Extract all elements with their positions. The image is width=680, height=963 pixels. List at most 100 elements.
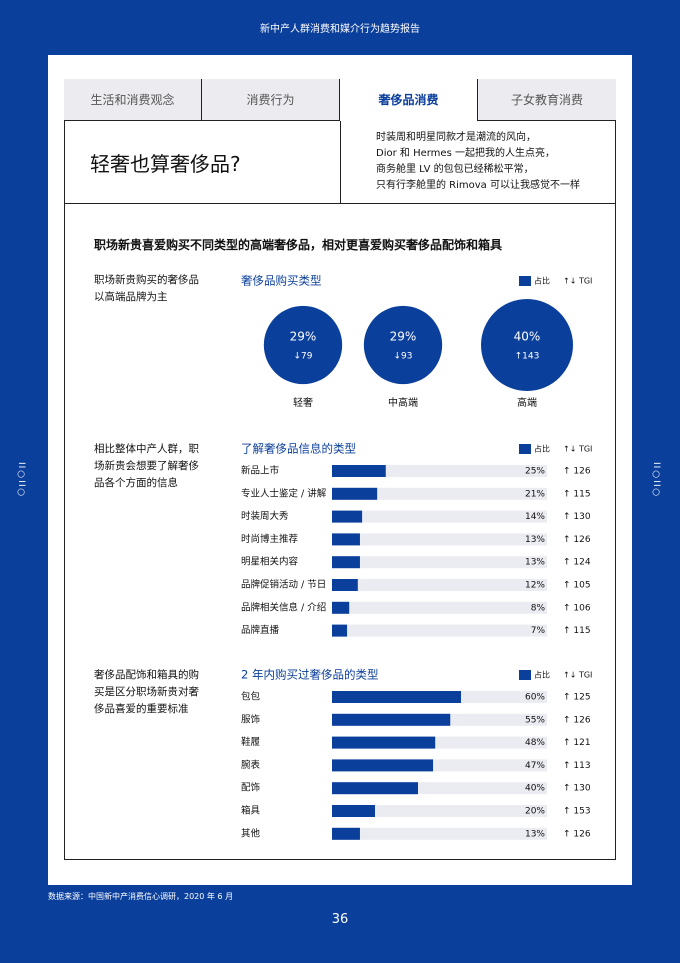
bar	[332, 465, 386, 477]
category-label: 配饰	[241, 782, 260, 794]
chart-title: 了解奢侈品信息的类型	[241, 442, 356, 456]
legend-swatch	[519, 670, 531, 680]
bar	[332, 713, 451, 726]
value-label: 40%	[525, 784, 545, 794]
category-label: 品牌直播	[241, 624, 280, 636]
side-mark: II○II○	[651, 462, 661, 499]
tgi-label: ↑ 153	[563, 807, 591, 817]
bar	[332, 782, 418, 795]
value-label: 13%	[525, 558, 545, 568]
bar	[332, 579, 358, 591]
value-label: 55%	[525, 715, 545, 725]
bar-track	[332, 624, 547, 637]
tgi-label: ↑ 130	[563, 784, 591, 794]
legend-label: 占比	[534, 670, 550, 680]
bar	[332, 759, 434, 772]
tgi-label: ↑ 115	[563, 626, 591, 636]
category-label: 箱具	[241, 805, 261, 817]
tab: 生活和消费观念	[64, 79, 202, 121]
bar	[332, 533, 360, 546]
chart-title: 2 年内购买过奢侈品的类型	[241, 668, 378, 682]
bar	[332, 510, 363, 523]
category-label: 高端	[517, 396, 537, 409]
bar	[332, 827, 360, 840]
bar-track	[332, 805, 547, 817]
headline: 职场新贵喜爱购买不同类型的高端奢侈品，相对更喜爱购买奢侈品配饰和箱具	[94, 238, 503, 252]
legend-swatch	[519, 276, 531, 286]
bar	[332, 624, 348, 637]
bar-track	[332, 601, 547, 614]
intro-title: 轻奢也算奢侈品?	[90, 152, 241, 176]
bar-track	[332, 533, 547, 546]
category-label: 轻奢	[293, 396, 313, 409]
category-label: 其他	[241, 827, 261, 839]
tgi-label: ↑ 115	[563, 489, 591, 499]
value-label: 25%	[525, 467, 545, 477]
intro-row	[64, 121, 616, 204]
bar	[332, 736, 436, 749]
tgi-label: ↑ 121	[563, 738, 591, 748]
value-label: 29%	[390, 330, 417, 344]
annotation: 奢侈品配饰和箱具的购买是区分职场新贵对奢侈品喜爱的重要标准	[94, 669, 199, 715]
legend-label: ↑↓ TGI	[563, 671, 592, 680]
legend-label: 占比	[534, 276, 550, 286]
value-label: 13%	[525, 829, 545, 839]
legend-label: ↑↓ TGI	[563, 277, 592, 286]
category-label: 中高端	[388, 396, 418, 409]
tab: 消费行为	[202, 79, 340, 121]
bar-track	[332, 510, 547, 523]
bubble	[363, 305, 443, 385]
tgi-label: ↑143	[515, 352, 540, 362]
tgi-label: ↑ 126	[563, 467, 591, 477]
category-label: 品牌相关信息 / 介绍	[241, 601, 326, 613]
tgi-label: ↑ 124	[563, 558, 591, 568]
annotation: 相比整体中产人群，职场新贵会想要了解奢侈品各个方面的信息	[94, 443, 199, 489]
tgi-label: ↑ 106	[563, 603, 591, 613]
category-label: 品牌促销活动 / 节日	[241, 579, 326, 591]
category-label: 鞋履	[241, 736, 261, 748]
value-label: 14%	[525, 512, 545, 522]
bubble	[263, 305, 343, 385]
tab: 子女教育消费	[478, 79, 616, 121]
category-label: 时装周大秀	[241, 510, 289, 522]
legend-label: 占比	[534, 444, 550, 454]
bar-track	[332, 556, 547, 569]
value-label: 29%	[290, 330, 317, 344]
chart-title: 奢侈品购买类型	[241, 274, 322, 288]
tab: 奢侈品消费	[340, 79, 478, 121]
intro-quote: 时装周和明星同款才是潮流的风向， Dior 和 Hermes 一起把我的人生点亮，…	[376, 130, 580, 194]
category-label: 专业人士鉴定 / 讲解	[241, 487, 327, 499]
tgi-label: ↓79	[294, 352, 313, 362]
tgi-label: ↑ 126	[563, 535, 591, 545]
tgi-label: ↓93	[394, 352, 413, 362]
value-label: 21%	[525, 489, 545, 499]
bar-track	[332, 579, 547, 591]
category-label: 腕表	[241, 759, 261, 771]
bubble	[481, 299, 573, 391]
value-label: 47%	[525, 761, 545, 771]
category-label: 明星相关内容	[241, 556, 299, 568]
category-label: 包包	[241, 691, 261, 703]
bar-track	[332, 487, 547, 500]
quote-line: Dior 和 Hermes 一起把我的人生点亮，	[376, 148, 555, 159]
value-label: 48%	[525, 738, 545, 748]
tgi-label: ↑ 113	[563, 761, 591, 771]
tgi-label: ↑ 130	[563, 512, 591, 522]
report-title: 新中产人群消费和媒介行为趋势报告	[260, 24, 420, 35]
value-label: 7%	[531, 626, 546, 636]
quote-line: 只有行李舱里的 Rimova 可以让我感觉不一样	[376, 180, 580, 191]
value-label: 8%	[531, 603, 546, 613]
legend-swatch	[519, 444, 531, 454]
bar	[332, 601, 350, 614]
bar	[332, 805, 375, 817]
quote-line: 时装周和明星同款才是潮流的风向，	[376, 132, 536, 143]
category-label: 新品上市	[241, 465, 280, 477]
page-number: 36	[331, 912, 349, 927]
quote-line: 商务舱里 LV 的包包已经稀松平常，	[376, 164, 534, 175]
annotation: 职场新贵购买的奢侈品以高端品牌为主	[94, 274, 199, 303]
tgi-label: ↑ 126	[563, 829, 591, 839]
divider	[340, 121, 341, 203]
